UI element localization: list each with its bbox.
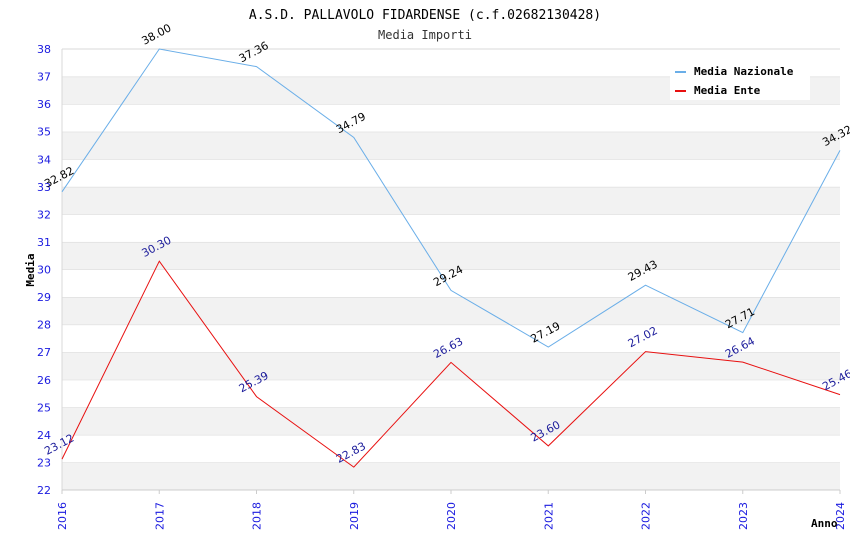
grid-bands: [61, 48, 840, 490]
grid-band: [62, 104, 840, 132]
y-tick-label: 32: [37, 208, 51, 221]
legend-label-media-nazionale: Media Nazionale: [694, 65, 794, 78]
grid-band: [62, 241, 840, 270]
x-axis-ticks: 2016 2017 2018 2019 2020 2021 2022 2023 2024: [56, 490, 847, 530]
y-tick-label: 34: [37, 153, 51, 166]
y-tick-label: 28: [37, 319, 51, 332]
data-label: 38.00: [140, 21, 174, 47]
grid-band: [62, 131, 840, 160]
y-tick-label: 30: [37, 264, 51, 277]
grid-band: [62, 379, 840, 408]
y-tick-label: 26: [37, 374, 51, 387]
series-line-1: [61, 260, 841, 468]
legend: Media Nazionale Media Ente: [670, 60, 810, 100]
grid-band: [62, 186, 840, 215]
y-tick-label: 29: [37, 291, 51, 304]
series-line-0: [61, 48, 841, 348]
chart-title: A.S.D. PALLAVOLO FIDARDENSE (c.f.0268213…: [249, 8, 601, 23]
y-tick-label: 31: [37, 236, 51, 249]
legend-label-media-ente: Media Ente: [694, 84, 761, 97]
grid-band: [62, 269, 840, 298]
x-tick-label: 2022: [640, 502, 653, 530]
y-tick-label: 36: [37, 98, 51, 111]
x-axis-title: Anno: [811, 517, 838, 530]
y-tick-label: 25: [37, 401, 51, 414]
x-tick-label: 2018: [251, 502, 264, 530]
series-lines: [61, 48, 841, 468]
grid-band: [62, 407, 840, 435]
y-axis-ticks: 22 23 24 25 26 27 28 29 30 31 32 33 34 35 36 37 38: [37, 43, 51, 497]
x-tick-label: 2017: [153, 502, 166, 530]
y-tick-label: 27: [37, 346, 51, 359]
y-axis-title: Media: [24, 253, 37, 286]
grid-band: [62, 434, 840, 463]
grid-band: [62, 214, 840, 242]
y-tick-label: 33: [37, 181, 51, 194]
chart-subtitle: Media Importi: [378, 28, 472, 42]
grid-band: [62, 462, 840, 490]
grid-band: [62, 352, 840, 380]
x-tick-label: 2023: [737, 502, 750, 530]
x-tick-label: 2016: [56, 502, 69, 530]
grid-band: [62, 324, 840, 353]
y-tick-label: 23: [37, 456, 51, 469]
y-tick-label: 38: [37, 43, 51, 56]
y-tick-label: 37: [37, 71, 51, 84]
x-tick-label: 2020: [445, 502, 458, 530]
x-tick-label: 2019: [348, 502, 361, 530]
y-tick-label: 22: [37, 484, 51, 497]
y-tick-label: 24: [37, 429, 51, 442]
y-tick-label: 35: [37, 126, 51, 139]
x-tick-label: 2021: [542, 502, 555, 530]
grid-band: [62, 159, 840, 187]
x-tick-label: 2024: [834, 502, 847, 530]
legend-box: [670, 60, 810, 100]
grid-band: [62, 297, 840, 325]
